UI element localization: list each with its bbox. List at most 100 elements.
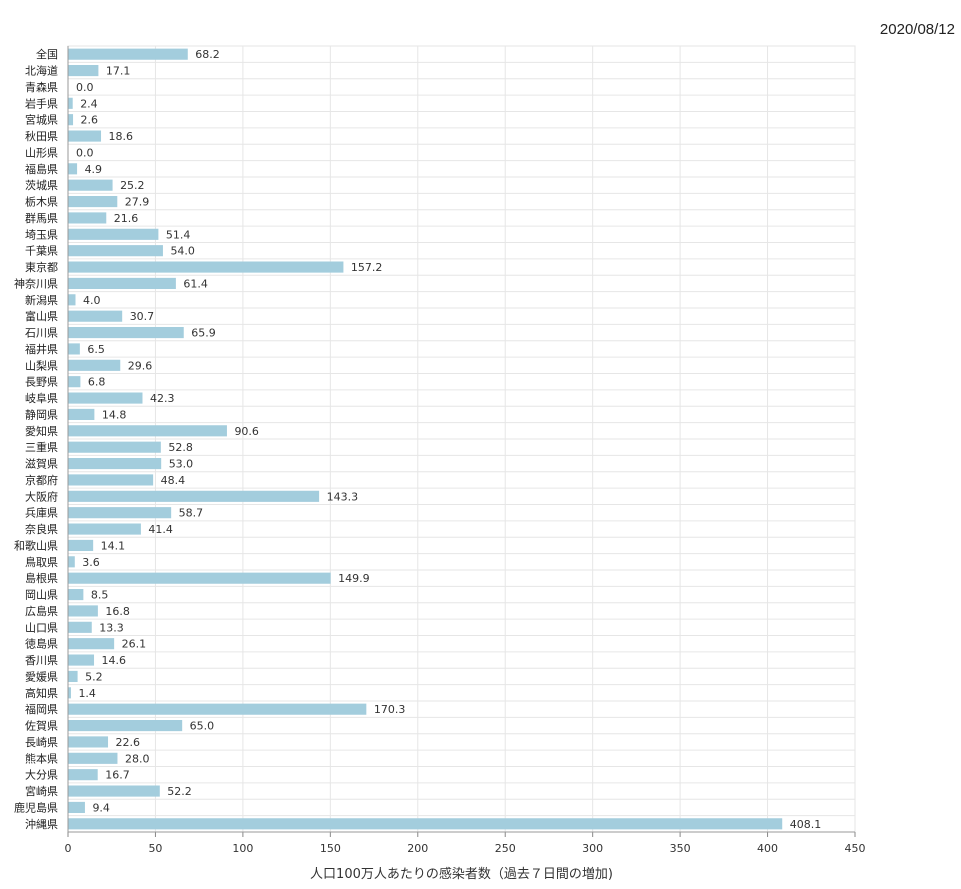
category-label: 大分県 <box>25 768 58 782</box>
x-axis: 0 50 100 150 200 250 300 350 400 450 人口100万人あたりの感染… <box>65 46 866 882</box>
value-label: 16.8 <box>105 605 130 618</box>
value-label: 6.5 <box>87 343 105 356</box>
value-label: 2.4 <box>80 97 98 110</box>
category-label: 千葉県 <box>25 244 58 258</box>
category-label: 岐阜県 <box>25 392 58 405</box>
bar <box>68 703 367 715</box>
category-label: 全国 <box>36 47 58 61</box>
value-label: 13.3 <box>99 621 124 634</box>
category-label: 岩手県 <box>25 96 58 110</box>
category-label: 沖縄県 <box>25 817 58 831</box>
x-tick-label: 350 <box>670 842 691 855</box>
category-labels: 全国北海道青森県岩手県宮城県秋田県山形県福島県茨城県栃木県群馬県埼玉県千葉県東京… <box>14 47 58 831</box>
category-label: 福島県 <box>25 162 58 176</box>
x-tick-label: 150 <box>320 842 341 855</box>
bar <box>68 179 113 191</box>
value-label: 408.1 <box>790 818 822 831</box>
x-tick-label: 300 <box>582 842 603 855</box>
bar <box>68 769 98 781</box>
value-label: 61.4 <box>183 277 208 290</box>
category-label: 鳥取県 <box>25 555 58 569</box>
x-tick-label: 100 <box>232 842 253 855</box>
category-label: 神奈川県 <box>14 276 58 290</box>
value-label: 68.2 <box>195 48 220 61</box>
bar <box>68 605 98 617</box>
x-tick-label: 200 <box>407 842 428 855</box>
x-tick-label: 450 <box>845 842 866 855</box>
bar <box>68 801 85 814</box>
bar <box>68 376 81 388</box>
bar <box>68 441 161 453</box>
value-label: 54.0 <box>170 245 195 258</box>
x-tick-label: 400 <box>757 842 778 855</box>
category-label: 福井県 <box>25 342 58 356</box>
value-label: 5.2 <box>85 670 103 683</box>
category-label: 新潟県 <box>25 293 58 307</box>
value-label: 41.4 <box>148 523 173 536</box>
value-label: 26.1 <box>122 638 146 651</box>
category-label: 三重県 <box>25 440 58 454</box>
bar <box>68 654 95 666</box>
bar <box>68 97 73 109</box>
value-label: 52.2 <box>167 785 192 798</box>
category-label: 岡山県 <box>25 589 58 602</box>
bar <box>68 212 107 224</box>
value-label: 30.7 <box>130 310 155 323</box>
bar <box>68 588 84 601</box>
bar <box>68 719 183 732</box>
value-label: 14.8 <box>102 408 127 421</box>
category-label: 北海道 <box>25 64 58 78</box>
date-stamp: 2020/08/12 <box>879 21 955 38</box>
category-label: 青森県 <box>25 80 58 94</box>
bar <box>68 687 71 699</box>
category-label: 秋田県 <box>25 129 58 143</box>
bar <box>68 359 121 371</box>
bar <box>68 523 141 535</box>
category-label: 滋賀県 <box>25 458 58 471</box>
grid-lines <box>67 45 856 833</box>
bar <box>68 64 99 77</box>
value-label: 22.6 <box>116 736 141 749</box>
value-label: 18.6 <box>109 130 133 143</box>
category-label: 福岡県 <box>25 702 58 716</box>
bar <box>68 261 344 273</box>
category-label: 長野県 <box>25 376 58 389</box>
bar <box>68 343 80 355</box>
bar <box>68 785 160 797</box>
category-label: 大阪府 <box>25 489 58 503</box>
value-label: 90.6 <box>234 425 259 438</box>
value-label: 17.1 <box>106 65 131 78</box>
bar <box>68 507 172 519</box>
category-label: 東京都 <box>25 260 58 274</box>
bar <box>68 752 118 764</box>
value-label: 149.9 <box>338 572 370 585</box>
category-label: 香川県 <box>25 654 58 667</box>
value-label: 0.0 <box>76 81 94 94</box>
bar <box>68 245 163 257</box>
bar <box>68 163 78 175</box>
bar <box>68 638 115 650</box>
bar <box>68 457 162 470</box>
value-label: 9.4 <box>92 801 110 814</box>
value-label: 157.2 <box>351 261 383 274</box>
value-label: 28.0 <box>125 752 150 765</box>
bar <box>68 392 143 404</box>
bar <box>68 277 176 290</box>
category-label: 広島県 <box>25 604 58 618</box>
category-label: 栃木県 <box>25 195 58 209</box>
bar <box>68 670 78 683</box>
value-labels: 68.2 17.1 0.0 2.4 2.6 18.6 0.0 4.9 25.2 27.9 21.6 5… <box>76 48 821 831</box>
value-label: 16.7 <box>105 769 130 782</box>
category-label: 宮崎県 <box>25 784 58 798</box>
bar <box>68 114 74 126</box>
value-label: 4.9 <box>85 163 103 176</box>
bar <box>68 474 154 486</box>
value-label: 143.3 <box>327 490 359 503</box>
bar <box>68 572 331 584</box>
category-label: 山形県 <box>25 146 58 159</box>
category-label: 山梨県 <box>25 358 58 372</box>
category-label: 愛媛県 <box>25 669 58 683</box>
value-label: 52.8 <box>168 441 193 454</box>
value-label: 27.9 <box>125 196 150 209</box>
